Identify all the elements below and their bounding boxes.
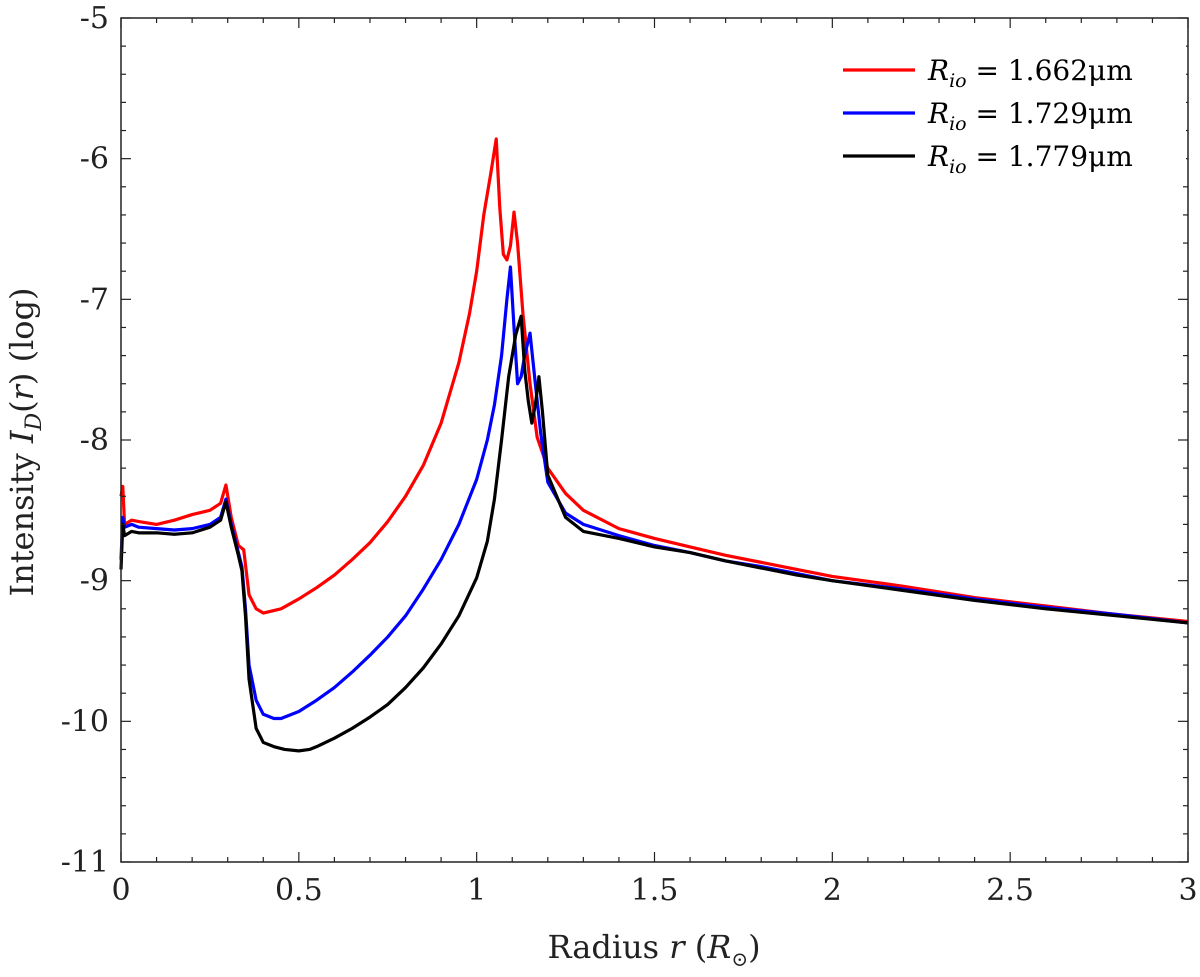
x-tick-label: 2.5 — [986, 873, 1034, 908]
y-tick-label: -6 — [80, 142, 109, 177]
legend-label-2: Rio = 1.729μm — [927, 97, 1133, 135]
series-line-3 — [119, 314, 1189, 753]
x-tick-label: 0 — [111, 873, 130, 908]
y-axis-title: Intensity ID(r) (log) — [3, 287, 47, 596]
y-tick-label: -7 — [80, 282, 109, 317]
x-tick-label: 2 — [823, 873, 842, 908]
x-tick-label: 1 — [467, 873, 486, 908]
plot-frame — [120, 17, 1189, 863]
y-tick-label: -5 — [80, 1, 109, 36]
legend: Rio = 1.662μm Rio = 1.729μm Rio = 1.779μm — [836, 42, 1186, 182]
x-axis-title: Radius r (R⊙) — [547, 928, 760, 971]
legend-label-1: Rio = 1.662μm — [927, 54, 1133, 92]
y-tick-label: -10 — [61, 704, 109, 739]
plot-area — [119, 137, 1189, 753]
x-tick-label: 3 — [1178, 873, 1197, 908]
legend-label-3: Rio = 1.779μm — [927, 140, 1133, 178]
series-line-1 — [119, 137, 1189, 624]
y-tick-label: -8 — [80, 423, 109, 458]
x-tick-label: 1.5 — [631, 873, 679, 908]
x-tick-label: 0.5 — [275, 873, 323, 908]
y-tick-label: -11 — [61, 845, 109, 880]
y-tick-label: -9 — [80, 564, 109, 599]
axis-ticks: 0 0.5 1 1.5 2 2.5 3 -11 -10 -9 -8 -7 -6 -5 — [61, 1, 1198, 908]
